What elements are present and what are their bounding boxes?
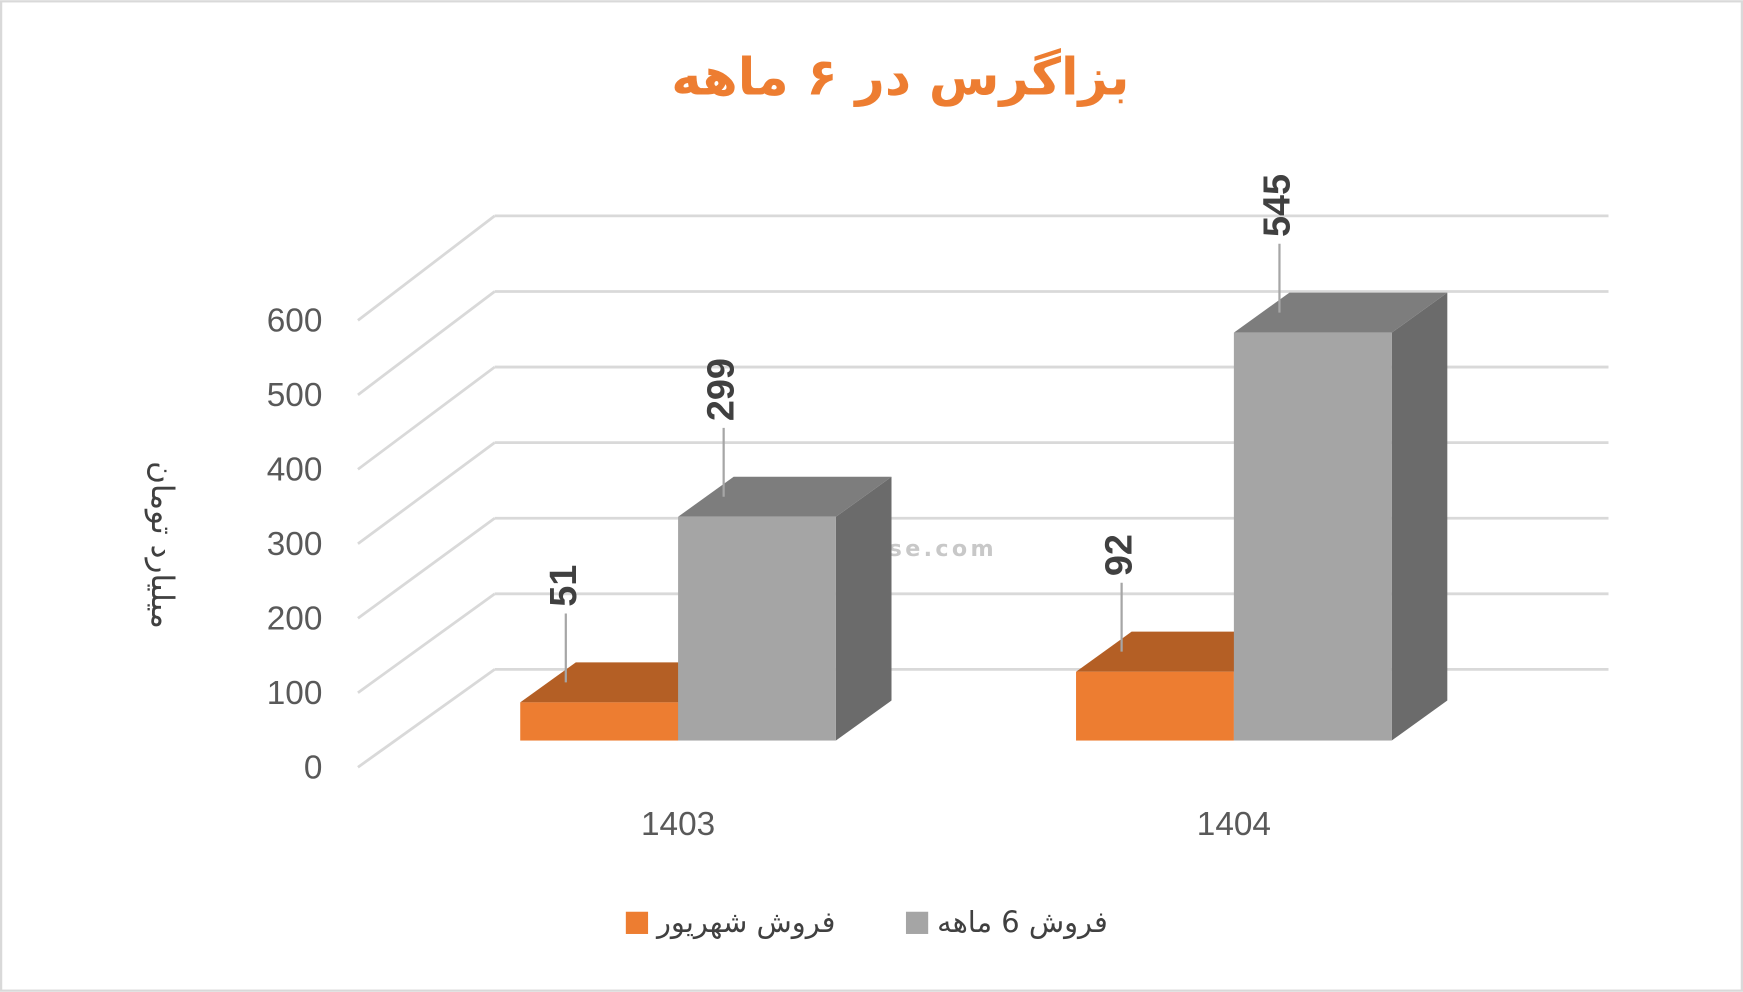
legend-swatch: [905, 911, 929, 934]
data-label: 545: [1256, 174, 1298, 237]
bar: [1233, 332, 1392, 741]
bar: [520, 702, 679, 741]
legend-swatch: [625, 911, 649, 934]
y-tick-label: 100: [267, 675, 323, 712]
x-tick-label: 1403: [641, 806, 715, 843]
grid-line: [357, 441, 496, 545]
y-tick-label: 400: [267, 451, 323, 488]
bar-top: [1233, 292, 1448, 333]
y-tick-label: 600: [267, 302, 323, 339]
data-label: 299: [701, 358, 743, 421]
bar-side: [1391, 292, 1448, 741]
y-tick-label: 300: [267, 526, 323, 563]
data-label: 92: [1099, 534, 1141, 576]
grid-line: [357, 517, 496, 620]
grid-line: [357, 668, 496, 769]
y-tick-label: 500: [267, 377, 323, 414]
y-tick-label: 0: [304, 749, 323, 786]
data-label: 51: [543, 565, 585, 607]
chart-title: بزاگرس در ۶ ماهه: [671, 47, 1129, 107]
legend-label: فروش 6 ماهه: [937, 905, 1108, 939]
y-axis-label: میلیارد تومان: [144, 461, 180, 629]
grid-line: [357, 214, 496, 322]
grid-line: [357, 365, 496, 471]
bar: [1076, 671, 1234, 741]
plot-area: 0 100 200 300 400 500 600 1403 51 299 1404 92 545 فرو…: [267, 174, 1609, 939]
grid-line: [357, 290, 496, 396]
grid-line: [357, 592, 496, 694]
y-tick-label: 200: [267, 600, 323, 637]
bar-top: [678, 476, 892, 517]
bar-side: [835, 476, 892, 741]
legend-label: فروش شهریور: [655, 905, 836, 939]
x-tick-label: 1404: [1197, 806, 1271, 843]
bar: [678, 516, 836, 741]
